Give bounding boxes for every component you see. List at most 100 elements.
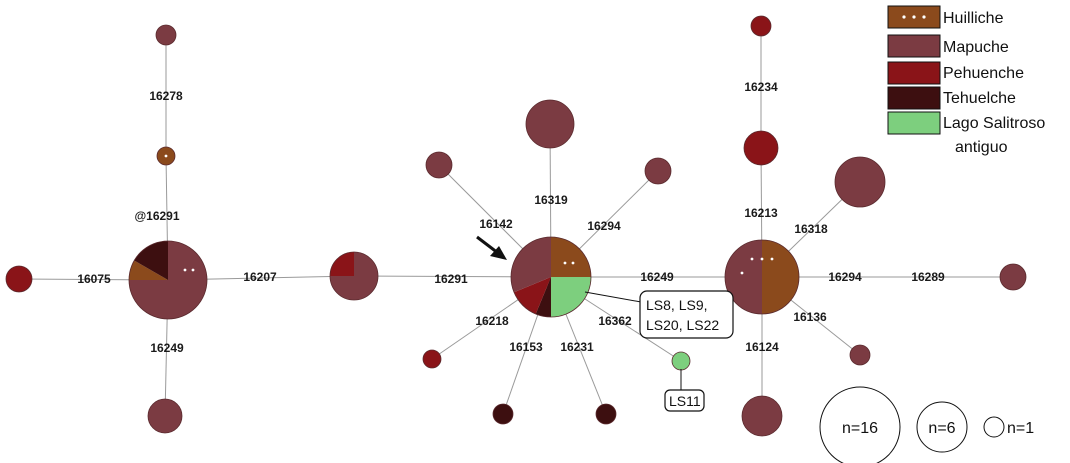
size-key-circle-n1	[983, 416, 1005, 438]
node-outline	[741, 395, 783, 437]
mutation-label-16249-left: 16249	[150, 341, 184, 355]
mutation-label-16318: 16318	[794, 222, 828, 236]
size-key-circle-n6	[916, 401, 968, 453]
node-outline	[422, 349, 442, 369]
huilliche-dot	[183, 268, 187, 272]
mutation-label-16291-mid: 16291	[434, 272, 468, 286]
sample-tag-main: LS8, LS9, LS20, LS22	[584, 290, 734, 339]
haplotype-node-center-bottom-a	[492, 403, 514, 425]
node-outline	[510, 236, 592, 318]
mutation-label-16213: 16213	[744, 206, 778, 220]
mutation-label-16153: 16153	[509, 340, 543, 354]
mutation-label-16294-mid: 16294	[587, 219, 621, 233]
node-outline	[724, 239, 800, 315]
haplotype-node-right-far	[999, 263, 1027, 291]
mutation-label-16291-top: @16291	[134, 209, 179, 223]
mutation-label-16136: 16136	[793, 310, 827, 324]
legend-swatch-tehuelche	[887, 86, 941, 110]
legend-item-huilliche: Huilliche	[887, 5, 1004, 29]
haplotype-node-center-lowleft	[422, 349, 442, 369]
mutation-label-16218: 16218	[475, 314, 509, 328]
haplotype-node-left-top-small	[155, 24, 177, 46]
network-nodes	[5, 15, 1027, 437]
mutation-label-16207: 16207	[243, 270, 277, 284]
legend-label-huilliche: Huilliche	[943, 10, 1004, 27]
node-outline	[128, 240, 208, 320]
pie-slice	[535, 277, 551, 317]
haplotype-node-hub-right	[724, 239, 800, 315]
size-key-label-n16: n=16	[842, 420, 878, 437]
legend-label-lago-salitroso: Lago Salitroso	[943, 115, 1045, 132]
node-outline	[999, 263, 1027, 291]
size-key: n=16 n=6 n=1	[819, 386, 1034, 463]
huilliche-dot	[770, 257, 774, 261]
legend-swatch-pehuenche	[887, 61, 941, 85]
mutation-label-16362: 16362	[598, 314, 632, 328]
pointer-arrow-icon	[476, 235, 507, 260]
haplotype-node-mid-left	[329, 251, 379, 301]
haplotype-node-center-top	[525, 99, 575, 149]
huilliche-dot	[164, 154, 168, 158]
mutation-label-16278: 16278	[149, 89, 183, 103]
mutation-label-16294-right: 16294	[828, 270, 862, 284]
node-outline	[492, 403, 514, 425]
pie-slice	[6, 266, 32, 292]
node-outline	[156, 146, 176, 166]
node-outline	[849, 344, 871, 366]
haplotype-node-left-huilliche	[156, 146, 176, 166]
pie-slice	[835, 157, 885, 207]
pie-slice	[156, 25, 176, 45]
huilliche-dot	[563, 261, 567, 265]
node-outline	[750, 15, 772, 37]
size-key-circle-n16	[819, 386, 901, 463]
huilliche-dot	[571, 261, 575, 265]
pie-slice	[426, 152, 452, 178]
huilliche-dot	[191, 268, 195, 272]
sample-tag-line-1: LS8, LS9,	[646, 297, 708, 313]
node-outline	[525, 99, 575, 149]
legend-label-lago-salitroso-2: antiguo	[955, 139, 1008, 156]
pie-slice	[526, 100, 574, 148]
legend-label-mapuche: Mapuche	[943, 39, 1009, 56]
haplotype-node-hub-center	[510, 236, 592, 318]
node-outline	[425, 151, 453, 179]
size-key-label-n1: n=1	[1007, 420, 1034, 437]
legend-item-tehuelche: Tehuelche	[887, 86, 1016, 110]
mutation-labels: 16278 @16291 16075 16207 16249 16291 161…	[77, 80, 945, 355]
mutation-label-16319: 16319	[534, 193, 568, 207]
huilliche-dot	[760, 257, 764, 261]
sample-tag-ls11: LS11	[664, 369, 705, 412]
mutation-label-16075: 16075	[77, 272, 111, 286]
pie-slice	[423, 350, 441, 368]
mutation-label-16289: 16289	[911, 270, 945, 284]
mutation-label-16142: 16142	[479, 217, 513, 231]
pie-slice	[330, 252, 354, 276]
pie-slice	[148, 399, 182, 433]
haplotype-node-right-small	[849, 344, 871, 366]
haplotype-node-center-topleft	[425, 151, 453, 179]
sample-tag-ls11-label: LS11	[669, 393, 701, 409]
node-outline	[644, 157, 672, 185]
legend-label-tehuelche: Tehuelche	[943, 90, 1016, 107]
pie-slice	[551, 237, 591, 277]
haplotype-node-right-bottom	[741, 395, 783, 437]
pie-slice	[596, 404, 616, 424]
huilliche-dot	[740, 271, 744, 275]
node-outline	[147, 398, 183, 434]
huilliche-dot	[750, 257, 754, 261]
pie-slice	[742, 396, 782, 436]
haplotype-node-left-bottom	[147, 398, 183, 434]
haplotype-node-ls11	[671, 351, 691, 371]
pie-slice	[751, 16, 771, 36]
haplotype-node-left-far	[5, 265, 33, 293]
pie-slice	[744, 131, 778, 165]
pie-slice	[850, 345, 870, 365]
node-outline	[595, 403, 617, 425]
legend-item-pehuenche: Pehuenche	[887, 61, 1024, 85]
haplotype-node-hub-left	[128, 240, 208, 320]
node-outline	[5, 265, 33, 293]
mutation-label-16231: 16231	[560, 340, 594, 354]
legend: Huilliche Mapuche Pehuenche Tehuelche La…	[887, 5, 1045, 156]
haplotype-node-right-top-small	[750, 15, 772, 37]
